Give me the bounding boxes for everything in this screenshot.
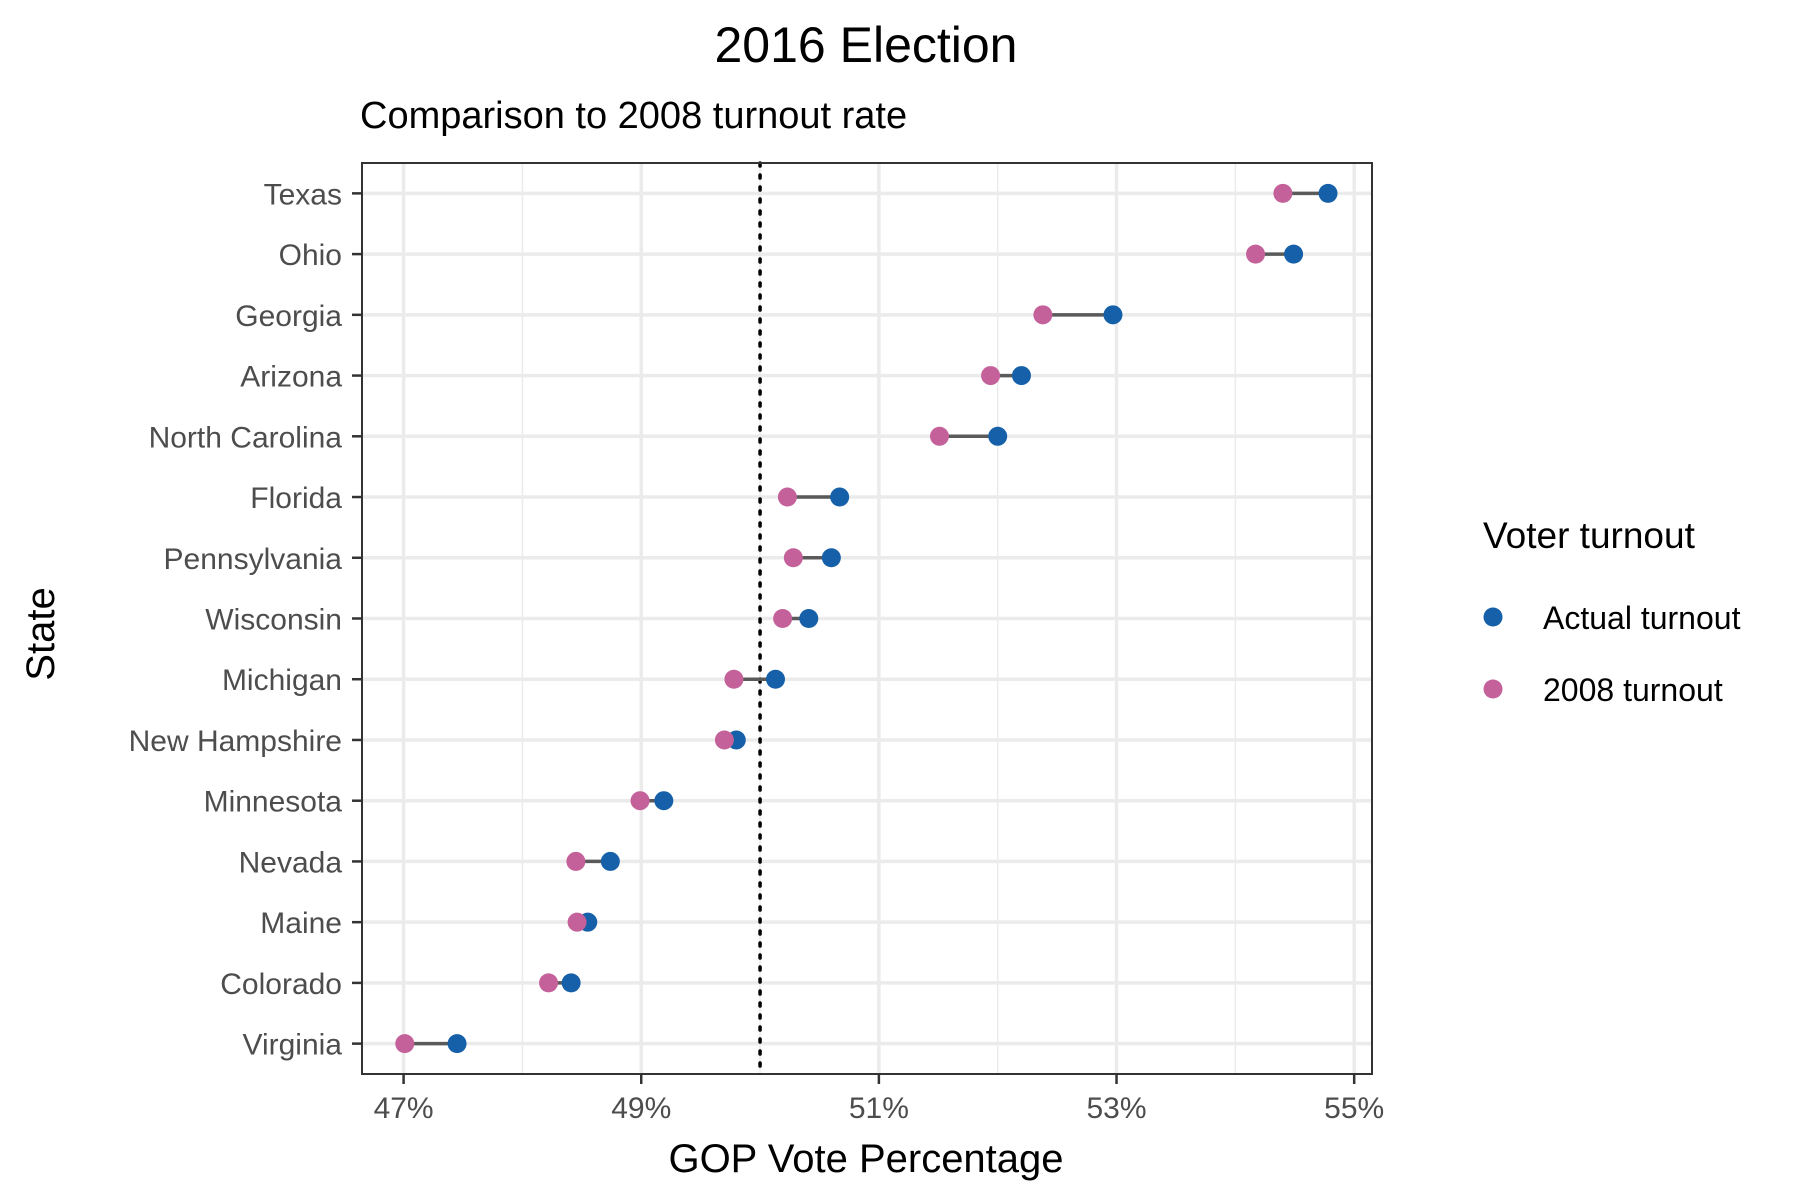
legend-key-y2008	[1483, 679, 1503, 699]
y-tick-label: Michigan	[222, 664, 342, 697]
point-2008-turnout	[567, 912, 587, 932]
legend-label-y2008: 2008 turnout	[1543, 672, 1723, 708]
y-tick-label: Pennsylvania	[164, 543, 343, 576]
point-2008-turnout	[566, 851, 586, 871]
point-actual-turnout	[821, 548, 841, 568]
point-2008-turnout	[1246, 244, 1266, 264]
legend: Voter turnout Actual turnout 2008 turnout	[1483, 515, 1741, 708]
y-tick-label: Virginia	[242, 1029, 342, 1062]
point-2008-turnout	[395, 1034, 415, 1054]
point-actual-turnout	[561, 973, 581, 993]
y-axis-title: State	[19, 587, 63, 680]
chart-subtitle: Comparison to 2008 turnout rate	[360, 95, 907, 137]
point-actual-turnout	[1284, 244, 1304, 264]
point-actual-turnout	[447, 1034, 467, 1054]
point-actual-turnout	[600, 851, 620, 871]
point-2008-turnout	[981, 366, 1001, 386]
point-2008-turnout	[630, 791, 650, 811]
x-tick-label: 51%	[849, 1092, 909, 1125]
y-tick-label: New Hampshire	[129, 725, 342, 758]
x-tick-label: 53%	[1087, 1092, 1147, 1125]
x-axis: 47% 49% 51% 53% 55%	[374, 1074, 1384, 1125]
y-tick-label: Ohio	[279, 239, 342, 272]
y-tick-label: Texas	[264, 178, 342, 211]
y-tick-label: Colorado	[220, 968, 342, 1001]
point-2008-turnout	[539, 973, 559, 993]
point-2008-turnout	[1033, 305, 1053, 325]
point-actual-turnout	[654, 791, 674, 811]
point-actual-turnout	[830, 487, 850, 507]
point-actual-turnout	[988, 426, 1008, 446]
point-2008-turnout	[724, 669, 744, 689]
legend-title: Voter turnout	[1483, 515, 1696, 556]
y-tick-label: North Carolina	[149, 421, 343, 454]
point-2008-turnout	[929, 426, 949, 446]
grid	[362, 163, 1372, 1074]
point-actual-turnout	[766, 669, 786, 689]
y-tick-label: Maine	[260, 907, 342, 940]
point-actual-turnout	[799, 609, 819, 628]
point-2008-turnout	[783, 548, 803, 568]
point-actual-turnout	[1011, 366, 1031, 386]
point-actual-turnout	[1103, 305, 1123, 325]
x-axis-title: GOP Vote Percentage	[668, 1137, 1063, 1181]
point-2008-turnout	[777, 487, 797, 507]
y-tick-label: Nevada	[239, 846, 343, 879]
point-2008-turnout	[773, 609, 793, 628]
y-tick-label: Florida	[250, 482, 342, 515]
y-tick-label: Arizona	[240, 361, 342, 394]
point-2008-turnout	[1273, 183, 1293, 203]
chart-title: 2016 Election	[714, 17, 1017, 73]
x-tick-label: 55%	[1324, 1092, 1384, 1125]
point-actual-turnout	[1318, 183, 1338, 203]
y-tick-label: Minnesota	[204, 786, 343, 819]
y-tick-label: Georgia	[235, 300, 342, 333]
x-tick-label: 47%	[374, 1092, 434, 1125]
legend-label-actual: Actual turnout	[1543, 600, 1741, 636]
y-tick-label: Wisconsin	[205, 604, 342, 637]
x-tick-label: 49%	[611, 1092, 671, 1125]
legend-key-actual	[1483, 607, 1503, 627]
y-axis: Texas Ohio Georgia Arizona North Carolina Flo…	[129, 178, 362, 1062]
point-2008-turnout	[714, 730, 734, 750]
data-marks	[395, 183, 1338, 1054]
